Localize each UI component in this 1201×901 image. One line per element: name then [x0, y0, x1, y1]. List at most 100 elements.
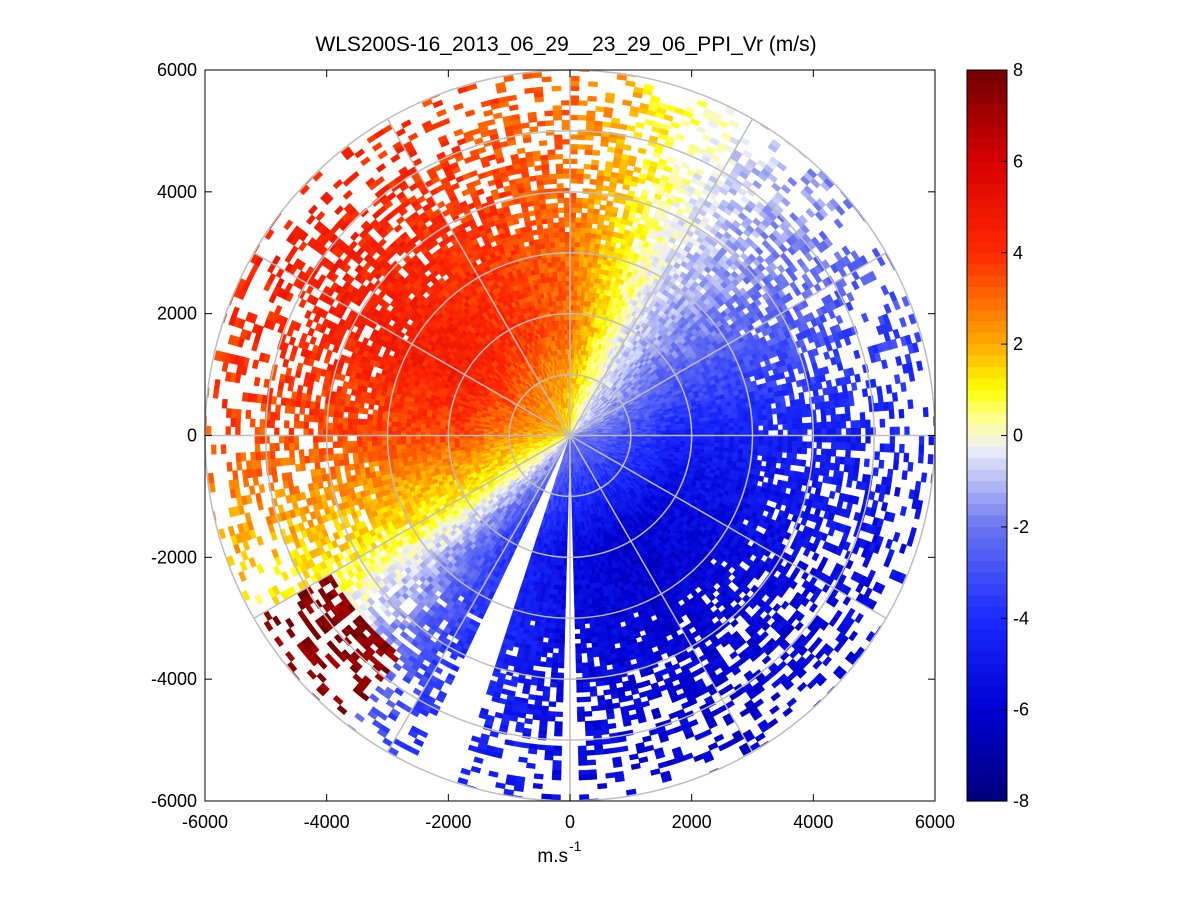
velocity-cell [753, 425, 759, 431]
velocity-cell [743, 439, 750, 446]
velocity-cell [574, 261, 580, 267]
velocity-cell [723, 418, 730, 424]
velocity-cell [787, 423, 793, 431]
velocity-cell [765, 461, 772, 468]
velocity-cell [733, 439, 740, 445]
velocity-cell [577, 275, 583, 282]
velocity-cell [569, 217, 576, 223]
velocity-cell [920, 472, 928, 483]
velocity-cell [703, 416, 710, 422]
velocity-cell [792, 441, 798, 448]
velocity-cell [738, 444, 744, 450]
velocity-cell [853, 465, 860, 474]
velocity-cell [569, 212, 577, 218]
velocity-cell [779, 395, 786, 403]
velocity-cell [569, 100, 580, 106]
velocity-cell [656, 430, 662, 434]
velocity-cell [670, 437, 677, 442]
velocity-cell [575, 226, 582, 233]
velocity-cell [802, 429, 808, 436]
velocity-cell [876, 385, 883, 396]
velocity-cell [849, 457, 856, 466]
velocity-cell [569, 222, 576, 228]
velocity-cell [845, 449, 851, 458]
velocity-cell [605, 161, 614, 168]
velocity-cell [704, 442, 710, 447]
velocity-cell [575, 207, 583, 214]
velocity-cell [724, 439, 730, 445]
velocity-cell [581, 276, 587, 282]
velocity-cell [841, 383, 848, 393]
velocity-cell [587, 203, 595, 210]
velocity-cell [844, 405, 851, 415]
velocity-cell [758, 435, 764, 441]
velocity-cell [820, 408, 827, 416]
velocity-cell [767, 435, 774, 442]
velocity-cell [728, 447, 734, 453]
velocity-cell [587, 257, 594, 264]
velocity-cell [792, 435, 798, 442]
velocity-cell [787, 429, 793, 436]
velocity-cell [643, 83, 655, 92]
velocity-cell [859, 412, 866, 421]
velocity-cell [681, 161, 691, 170]
velocity-cell [589, 237, 597, 244]
velocity-cell [709, 427, 715, 433]
velocity-cell [757, 445, 764, 451]
velocity-cell [574, 236, 581, 243]
velocity-cell [714, 427, 720, 432]
plot-area: -6000 -4000 -2000 0 2000 4000 6000 60004000200… [151, 60, 955, 832]
velocity-cell [872, 467, 879, 477]
velocity-cell [798, 391, 805, 400]
velocity-cell [569, 114, 579, 121]
velocity-cell [723, 422, 730, 428]
velocity-cell [685, 438, 691, 443]
velocity-cell [861, 388, 869, 398]
velocity-cell [569, 226, 576, 233]
velocity-cell [836, 477, 844, 487]
velocity-cell [722, 410, 729, 416]
velocity-cell [772, 440, 779, 447]
velocity-cell [585, 134, 594, 141]
velocity-cell [825, 448, 832, 457]
velocity-cell [694, 428, 701, 433]
velocity-cell [762, 445, 769, 452]
velocity-cell [675, 426, 681, 431]
velocity-cell [592, 218, 599, 225]
velocity-cell [593, 125, 603, 132]
velocity-cell [795, 404, 802, 412]
velocity-cell [587, 95, 597, 102]
velocity-cell [641, 431, 647, 434]
velocity-cell [680, 426, 686, 430]
velocity-cell [830, 414, 837, 423]
velocity-cell [579, 236, 586, 243]
velocity-cell [590, 228, 598, 235]
velocity-cell [581, 212, 588, 219]
velocity-cell [576, 178, 584, 184]
velocity-cell [800, 410, 807, 418]
velocity-cell [770, 461, 777, 469]
velocity-cell [577, 134, 586, 141]
velocity-cell [641, 188, 650, 196]
velocity-cell [689, 117, 701, 127]
velocity-cell [886, 468, 894, 479]
velocity-cell [804, 403, 812, 411]
velocity-cell [704, 427, 711, 433]
velocity-cell [840, 420, 847, 429]
velocity-cell [865, 427, 871, 436]
velocity-cell [723, 443, 730, 449]
velocity-cell [585, 232, 592, 239]
velocity-cell [816, 428, 823, 436]
velocity-cell [718, 415, 724, 421]
velocity-cell [625, 80, 636, 88]
velocity-cell [581, 202, 589, 209]
velocity-cell [823, 468, 830, 477]
velocity-cell [589, 178, 598, 185]
velocity-cell [786, 411, 793, 419]
velocity-cell [737, 448, 744, 454]
velocity-cell [711, 111, 723, 121]
velocity-cell [675, 429, 681, 433]
velocity-cell [801, 478, 809, 487]
velocity-cell [666, 156, 677, 164]
velocity-cell [758, 430, 764, 436]
